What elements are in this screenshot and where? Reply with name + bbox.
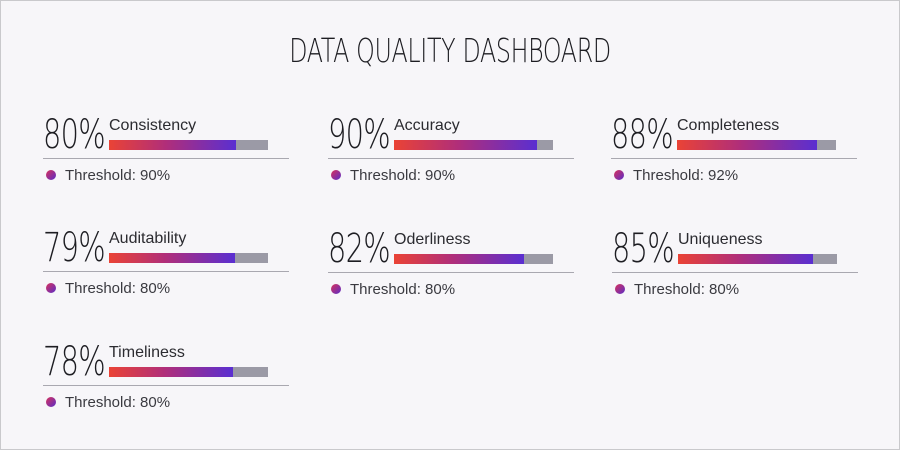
- metric-card-orderliness: 82% Oderliness Threshold: 80%: [328, 227, 578, 307]
- metric-progress-bar: [109, 253, 268, 263]
- threshold-dot-icon: [614, 170, 624, 180]
- metric-progress-bar: [109, 367, 268, 377]
- metric-progress-bar: [394, 254, 553, 264]
- metric-card-accuracy: 90% Accuracy Threshold: 90%: [328, 113, 578, 193]
- metric-progress-fill: [109, 253, 235, 263]
- metric-progress-bar: [394, 140, 553, 150]
- metric-threshold: Threshold: 90%: [65, 167, 171, 184]
- metric-divider: [328, 158, 574, 159]
- metric-card-completeness: 88% Completeness Threshold: 92%: [611, 113, 861, 193]
- metric-percent: 82%: [328, 226, 391, 272]
- metric-divider: [611, 158, 857, 159]
- metric-percent: 85%: [612, 226, 675, 272]
- metric-name: Auditability: [109, 230, 187, 247]
- metric-name: Completeness: [677, 117, 780, 134]
- metric-progress-bar: [677, 140, 836, 150]
- threshold-dot-icon: [331, 170, 341, 180]
- metric-divider: [328, 272, 574, 273]
- metric-divider: [612, 272, 858, 273]
- threshold-dot-icon: [331, 284, 341, 294]
- metric-threshold: Threshold: 80%: [65, 280, 171, 297]
- metric-threshold: Threshold: 80%: [634, 281, 740, 298]
- metric-percent: 79%: [43, 225, 106, 271]
- metric-card-consistency: 80% Consistency Threshold: 90%: [43, 113, 293, 193]
- metric-progress-fill: [394, 254, 525, 264]
- metric-name: Uniqueness: [678, 231, 763, 248]
- metric-threshold: Threshold: 80%: [65, 394, 171, 411]
- metric-progress-fill: [677, 140, 817, 150]
- metric-progress-fill: [678, 254, 814, 264]
- metric-divider: [43, 271, 289, 272]
- metric-divider: [43, 385, 289, 386]
- metric-progress-fill: [394, 140, 538, 150]
- metric-progress-fill: [109, 367, 234, 377]
- threshold-dot-icon: [46, 170, 56, 180]
- metric-percent: 88%: [611, 112, 674, 158]
- metric-name: Timeliness: [109, 344, 185, 361]
- metric-divider: [43, 158, 289, 159]
- metric-percent: 80%: [43, 112, 106, 158]
- metric-percent: 78%: [43, 339, 106, 385]
- metric-name: Accuracy: [394, 117, 460, 134]
- metric-name: Consistency: [109, 117, 197, 134]
- page-title: DATA QUALITY DASHBOARD: [289, 31, 611, 70]
- metric-threshold: Threshold: 90%: [350, 167, 456, 184]
- metric-card-auditability: 79% Auditability Threshold: 80%: [43, 226, 293, 306]
- metric-progress-fill: [109, 140, 237, 150]
- metric-progress-bar: [109, 140, 268, 150]
- metric-threshold: Threshold: 92%: [633, 167, 739, 184]
- threshold-dot-icon: [615, 284, 625, 294]
- metric-threshold: Threshold: 80%: [350, 281, 456, 298]
- metric-name: Oderliness: [394, 231, 471, 248]
- threshold-dot-icon: [46, 397, 56, 407]
- metric-card-uniqueness: 85% Uniqueness Threshold: 80%: [612, 227, 862, 307]
- metric-percent: 90%: [328, 112, 391, 158]
- metric-progress-bar: [678, 254, 837, 264]
- metric-card-timeliness: 78% Timeliness Threshold: 80%: [43, 340, 293, 420]
- threshold-dot-icon: [46, 283, 56, 293]
